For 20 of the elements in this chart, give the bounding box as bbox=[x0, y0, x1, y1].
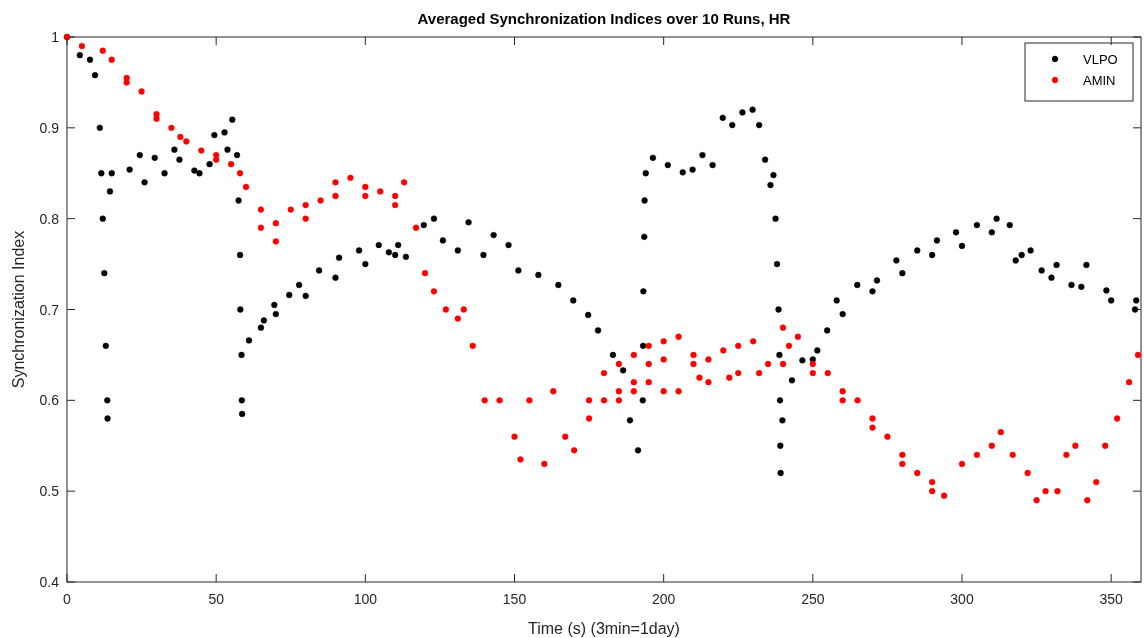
x-tick-label: 0 bbox=[63, 591, 72, 607]
x-tick-label: 100 bbox=[353, 591, 378, 607]
x-tick-label: 350 bbox=[1099, 591, 1124, 607]
y-tick-label: 1 bbox=[51, 29, 60, 45]
y-tick-label: 0.9 bbox=[39, 119, 60, 136]
legend-label: AMIN bbox=[1083, 73, 1116, 88]
x-tick-label: 150 bbox=[502, 591, 527, 607]
y-tick-label: 0.7 bbox=[39, 301, 60, 318]
x-tick-label: 250 bbox=[801, 591, 825, 607]
chart-title: Averaged Synchronization Indices over 10 Runs, HR bbox=[417, 10, 791, 27]
y-tick-label: 0.4 bbox=[39, 574, 60, 590]
y-tick-label: 0.8 bbox=[39, 210, 60, 227]
x-tick-label: 200 bbox=[651, 591, 676, 607]
x-tick-label: 300 bbox=[950, 591, 974, 607]
y-tick-label: 0.6 bbox=[39, 392, 60, 409]
y-axis-title: Synchronization Index bbox=[10, 230, 27, 389]
legend-label: VLPO bbox=[1083, 52, 1118, 67]
x-axis-title: Time (s) (3min=1day) bbox=[528, 620, 680, 637]
y-tick-label: 0.5 bbox=[39, 483, 60, 500]
x-tick-label: 50 bbox=[208, 591, 225, 607]
